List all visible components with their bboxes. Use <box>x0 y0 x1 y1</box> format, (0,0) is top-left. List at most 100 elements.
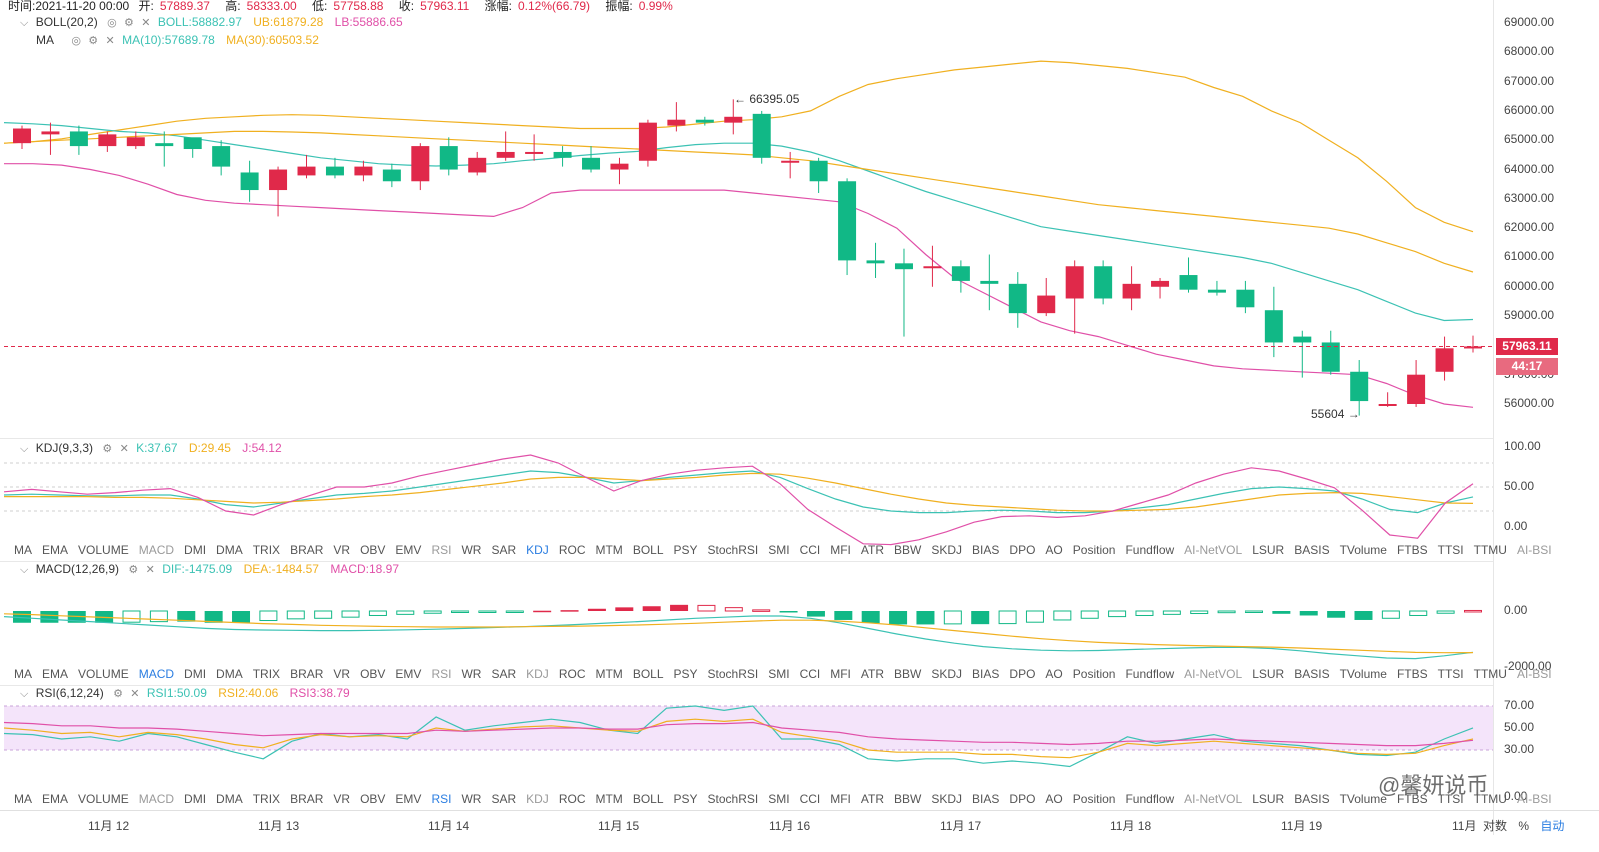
tab-boll[interactable]: BOLL <box>632 667 664 681</box>
tab-boll[interactable]: BOLL <box>632 543 664 557</box>
tab-stochrsi[interactable]: StochRSI <box>707 792 759 806</box>
tab-stochrsi[interactable]: StochRSI <box>707 543 759 557</box>
tab-ma[interactable]: MA <box>14 667 32 681</box>
tab-stochrsi[interactable]: StochRSI <box>707 667 759 681</box>
tab-ai-bsi[interactable]: AI-BSI <box>1516 792 1552 806</box>
tab-ai-bsi[interactable]: AI-BSI <box>1516 667 1552 681</box>
tab-volume[interactable]: VOLUME <box>78 667 129 681</box>
tab-smi[interactable]: SMI <box>768 792 790 806</box>
tab-tvolume[interactable]: TVolume <box>1339 792 1387 806</box>
tab-psy[interactable]: PSY <box>673 792 698 806</box>
gear-icon[interactable]: ⚙ <box>102 443 113 455</box>
collapse-chevron-icon[interactable]: ⌵ <box>20 564 29 576</box>
auto-scale-toggle[interactable]: 自动 <box>1540 819 1565 833</box>
tab-obv[interactable]: OBV <box>360 543 386 557</box>
gear-icon[interactable]: ⚙ <box>128 564 139 576</box>
tab-dmi[interactable]: DMI <box>184 792 207 806</box>
tab-mfi[interactable]: MFI <box>830 667 851 681</box>
tab-cci[interactable]: CCI <box>799 667 821 681</box>
tab-psy[interactable]: PSY <box>673 667 698 681</box>
tab-trix[interactable]: TRIX <box>252 667 281 681</box>
tab-psy[interactable]: PSY <box>673 543 698 557</box>
tab-basis[interactable]: BASIS <box>1294 792 1330 806</box>
eye-icon[interactable]: ◎ <box>71 35 81 47</box>
tab-vr[interactable]: VR <box>333 667 351 681</box>
tab-tvolume[interactable]: TVolume <box>1339 667 1387 681</box>
collapse-chevron-icon[interactable]: ⌵ <box>20 688 29 700</box>
tab-volume[interactable]: VOLUME <box>78 792 129 806</box>
tab-basis[interactable]: BASIS <box>1294 543 1330 557</box>
tab-ao[interactable]: AO <box>1045 792 1063 806</box>
tab-mfi[interactable]: MFI <box>830 543 851 557</box>
tab-bbw[interactable]: BBW <box>894 667 922 681</box>
tab-obv[interactable]: OBV <box>360 792 386 806</box>
tab-ftbs[interactable]: FTBS <box>1396 667 1428 681</box>
tab-ao[interactable]: AO <box>1045 543 1063 557</box>
collapse-chevron-icon[interactable]: ⌵ <box>20 443 29 455</box>
tab-bias[interactable]: BIAS <box>972 792 1000 806</box>
tab-macd[interactable]: MACD <box>138 543 175 557</box>
tab-lsur[interactable]: LSUR <box>1252 667 1285 681</box>
tab-mtm[interactable]: MTM <box>595 792 623 806</box>
tab-ma[interactable]: MA <box>14 543 32 557</box>
tab-dpo[interactable]: DPO <box>1009 543 1036 557</box>
tab-skdj[interactable]: SKDJ <box>931 792 963 806</box>
tab-rsi[interactable]: RSI <box>431 667 452 681</box>
tab-tvolume[interactable]: TVolume <box>1339 543 1387 557</box>
tab-macd[interactable]: MACD <box>138 667 175 681</box>
tab-wr[interactable]: WR <box>461 792 482 806</box>
tab-wr[interactable]: WR <box>461 543 482 557</box>
percent-scale-toggle[interactable]: % <box>1518 819 1530 833</box>
tab-roc[interactable]: ROC <box>558 543 586 557</box>
tab-fundflow[interactable]: Fundflow <box>1125 667 1175 681</box>
tab-atr[interactable]: ATR <box>860 667 885 681</box>
tab-mtm[interactable]: MTM <box>595 543 623 557</box>
tab-volume[interactable]: VOLUME <box>78 543 129 557</box>
close-icon[interactable]: ✕ <box>105 35 115 47</box>
tab-dmi[interactable]: DMI <box>184 667 207 681</box>
tab-bias[interactable]: BIAS <box>972 543 1000 557</box>
tab-ttsi[interactable]: TTSI <box>1437 543 1464 557</box>
tab-fundflow[interactable]: Fundflow <box>1125 792 1175 806</box>
log-scale-toggle[interactable]: 对数 <box>1483 819 1508 833</box>
tab-obv[interactable]: OBV <box>360 667 386 681</box>
tab-ma[interactable]: MA <box>14 792 32 806</box>
tab-ai-bsi[interactable]: AI-BSI <box>1516 543 1552 557</box>
tab-mtm[interactable]: MTM <box>595 667 623 681</box>
tab-sar[interactable]: SAR <box>491 667 517 681</box>
tab-brar[interactable]: BRAR <box>290 543 324 557</box>
tab-bbw[interactable]: BBW <box>894 543 922 557</box>
tab-boll[interactable]: BOLL <box>632 792 664 806</box>
tab-dpo[interactable]: DPO <box>1009 792 1036 806</box>
tab-ttmu[interactable]: TTMU <box>1473 792 1507 806</box>
tab-fundflow[interactable]: Fundflow <box>1125 543 1175 557</box>
tab-dma[interactable]: DMA <box>216 792 243 806</box>
tab-vr[interactable]: VR <box>333 792 351 806</box>
gear-icon[interactable]: ⚙ <box>124 17 134 29</box>
tab-cci[interactable]: CCI <box>799 792 821 806</box>
tab-position[interactable]: Position <box>1072 792 1116 806</box>
tab-bias[interactable]: BIAS <box>972 667 1000 681</box>
eye-icon[interactable]: ◎ <box>107 17 117 29</box>
gear-icon[interactable]: ⚙ <box>88 35 99 47</box>
tab-dpo[interactable]: DPO <box>1009 667 1036 681</box>
tab-roc[interactable]: ROC <box>558 667 586 681</box>
tab-skdj[interactable]: SKDJ <box>931 543 963 557</box>
tab-atr[interactable]: ATR <box>860 792 885 806</box>
tab-emv[interactable]: EMV <box>395 792 422 806</box>
tab-rsi[interactable]: RSI <box>431 543 452 557</box>
tab-kdj[interactable]: KDJ <box>526 792 549 806</box>
tab-ema[interactable]: EMA <box>42 543 69 557</box>
tab-cci[interactable]: CCI <box>799 543 821 557</box>
tab-ttmu[interactable]: TTMU <box>1473 543 1507 557</box>
tab-trix[interactable]: TRIX <box>252 792 281 806</box>
tab-wr[interactable]: WR <box>461 667 482 681</box>
tab-ema[interactable]: EMA <box>42 792 69 806</box>
tab-emv[interactable]: EMV <box>395 543 422 557</box>
tab-position[interactable]: Position <box>1072 667 1116 681</box>
tab-roc[interactable]: ROC <box>558 792 586 806</box>
tab-skdj[interactable]: SKDJ <box>931 667 963 681</box>
tab-dmi[interactable]: DMI <box>184 543 207 557</box>
tab-ema[interactable]: EMA <box>42 667 69 681</box>
